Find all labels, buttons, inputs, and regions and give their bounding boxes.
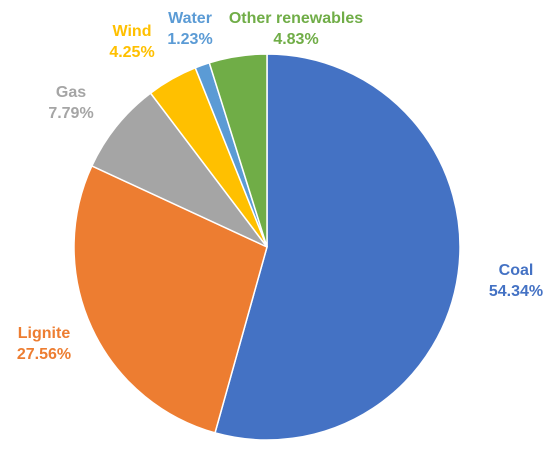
slice-gas [90, 92, 268, 248]
slice-labels: Coal 54.34% Lignite 27.56% Gas 7.79% Wind 4.25%… [17, 10, 543, 363]
slice-category-other-renewables: Other renewables [229, 10, 363, 27]
slice-coal [214, 53, 461, 441]
slice-label-water: Water 1.23% [167, 10, 212, 48]
slices [73, 53, 461, 441]
slice-value-wind: 4.25% [109, 44, 154, 61]
slice-label-wind: Wind 4.25% [109, 23, 154, 61]
slice-value-gas: 7.79% [48, 105, 93, 122]
slice-value-water: 1.23% [167, 31, 212, 48]
slice-category-wind: Wind [113, 23, 152, 40]
slice-category-gas: Gas [56, 84, 86, 101]
slice-category-water: Water [168, 10, 212, 27]
slice-category-lignite: Lignite [18, 325, 71, 342]
slice-label-other-renewables: Other renewables 4.83% [229, 10, 363, 48]
slice-value-lignite: 27.56% [17, 346, 71, 363]
slice-lignite [73, 164, 268, 434]
slice-value-coal: 54.34% [489, 283, 543, 300]
slice-label-gas: Gas 7.79% [48, 84, 93, 122]
slice-label-coal: Coal 54.34% [489, 262, 543, 300]
slice-category-coal: Coal [499, 262, 534, 279]
slice-label-lignite: Lignite 27.56% [17, 325, 71, 363]
slice-other-renewables [208, 53, 268, 248]
slice-value-other-renewables: 4.83% [273, 31, 318, 48]
